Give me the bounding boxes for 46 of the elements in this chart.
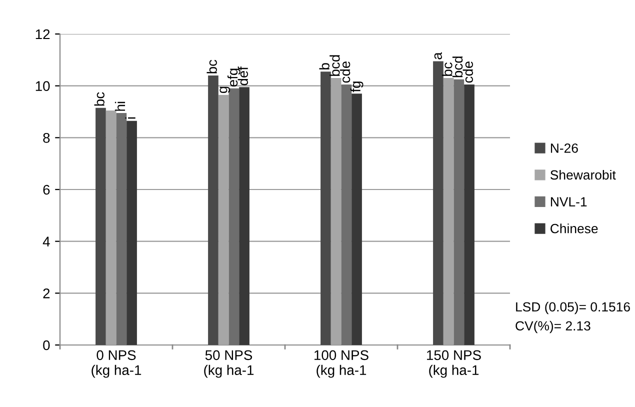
data-label: hi	[114, 102, 126, 111]
bar	[454, 79, 464, 345]
bar	[464, 84, 474, 345]
x-tick-label: 150 NPS (kg ha-1	[427, 350, 481, 378]
data-label: b	[319, 63, 330, 70]
bar	[352, 94, 362, 345]
bar	[320, 72, 331, 345]
bar	[116, 113, 127, 345]
y-tick-label: 2	[43, 288, 50, 298]
bar	[106, 110, 116, 345]
legend-label: Shewarobit	[550, 170, 616, 180]
data-label: a	[434, 52, 442, 60]
x-tick-label: 50 NPS (kg ha-1	[204, 350, 254, 378]
bar	[239, 87, 250, 345]
y-tick-label: 12	[36, 29, 50, 40]
text: CV(%)= 2.13	[516, 320, 590, 334]
data-label: cde	[462, 61, 474, 83]
bar	[443, 78, 454, 345]
data-label: bc	[206, 60, 217, 74]
bar	[341, 84, 352, 345]
bar	[208, 75, 218, 345]
data-label: i	[125, 117, 136, 119]
y-tick-label: 8	[43, 133, 50, 143]
bar	[126, 120, 137, 345]
data-label: bcd	[330, 55, 340, 76]
text: LSD (0.05)= 0.1516	[516, 302, 630, 314]
y-tick-label: 4	[42, 236, 50, 246]
y-tick-label: 0	[43, 340, 50, 350]
data-label: g	[220, 86, 230, 94]
data-label: bc	[442, 62, 452, 76]
x-tick-label: 0 NPS (kg ha-1	[92, 350, 142, 378]
y-tick-label: 10	[36, 81, 50, 92]
legend-label: NVL-1	[550, 197, 587, 206]
data-label: cde	[340, 61, 350, 83]
bar	[96, 108, 106, 345]
bar	[218, 94, 229, 345]
bar	[228, 88, 240, 345]
x-tick-label: 100 NPS (kg ha-1	[314, 350, 368, 378]
bar	[433, 61, 444, 345]
data-label: bcd	[452, 56, 463, 78]
data-label: bc	[94, 92, 104, 106]
legend-label: Chinese	[550, 224, 598, 234]
legend-label: N-26	[550, 143, 578, 153]
y-tick-label: 6	[43, 184, 50, 195]
data-label: fg	[350, 82, 364, 92]
bar	[330, 78, 342, 345]
